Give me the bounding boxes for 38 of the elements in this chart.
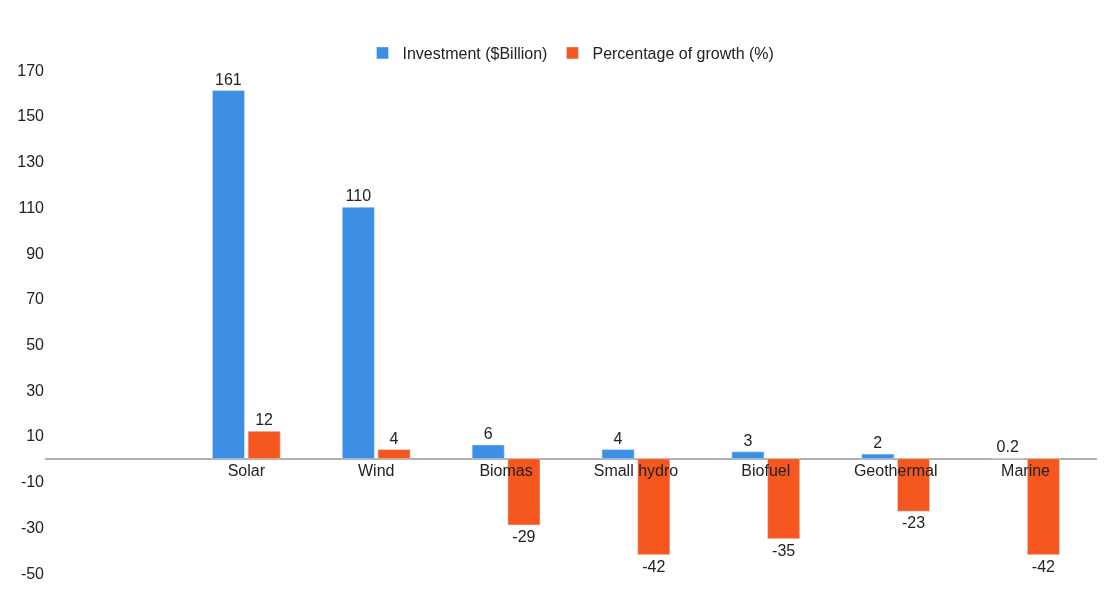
data-label: 161 xyxy=(215,70,242,88)
data-label: 12 xyxy=(255,411,274,429)
data-label: 0.2 xyxy=(996,438,1019,456)
data-label: -42 xyxy=(642,557,666,575)
y-tick-label: -30 xyxy=(20,518,45,536)
bar xyxy=(601,449,635,459)
y-tick-label: 170 xyxy=(17,61,45,79)
data-label: 3 xyxy=(743,431,753,449)
data-label: -29 xyxy=(512,527,536,545)
y-tick-label: 150 xyxy=(17,107,45,125)
data-label: 2 xyxy=(873,434,883,452)
bar xyxy=(731,451,765,459)
bar xyxy=(247,431,281,459)
y-tick-label: 110 xyxy=(18,198,45,216)
data-label: 6 xyxy=(483,424,493,442)
y-tick-label: 90 xyxy=(26,244,45,262)
legend-label: Investment ($Billion) xyxy=(402,45,548,63)
data-label: -23 xyxy=(901,514,926,532)
data-label: 4 xyxy=(389,429,399,447)
y-tick-label: 130 xyxy=(17,153,45,171)
y-tick-label: -50 xyxy=(20,564,45,582)
bar xyxy=(342,206,375,459)
y-tick-label: -10 xyxy=(20,473,45,491)
y-tick-label: 30 xyxy=(26,381,45,399)
y-tick-label: 70 xyxy=(26,290,45,308)
y-tick-label: 10 xyxy=(26,427,45,445)
bar xyxy=(212,90,245,459)
legend-label: Percentage of growth (%) xyxy=(592,45,774,63)
x-tick-label: Solar xyxy=(227,461,266,479)
bar xyxy=(471,444,505,459)
data-label: -35 xyxy=(772,541,796,559)
bar xyxy=(861,453,895,459)
data-label: 110 xyxy=(345,187,372,205)
y-tick-label: 50 xyxy=(26,335,45,353)
data-label: 4 xyxy=(613,429,623,447)
x-tick-label: Wind xyxy=(357,461,395,479)
bar xyxy=(377,449,411,459)
data-label: -42 xyxy=(1031,557,1056,575)
